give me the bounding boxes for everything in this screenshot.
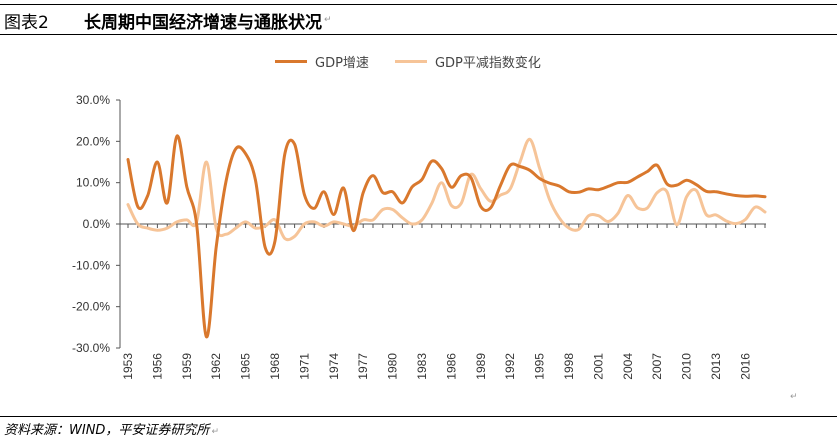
x-tick-label: 1974: [327, 353, 341, 380]
series-line-gdp-deflator: [126, 137, 767, 242]
source-note: 资料来源：WIND，平安证券研究所 ↵: [4, 419, 219, 438]
x-tick-label: 1953: [121, 353, 135, 380]
x-tick-label: 1956: [150, 353, 164, 380]
x-tick-label: 2001: [591, 353, 605, 380]
figure-title: 长周期中国经济增速与通胀状况: [84, 12, 322, 33]
x-tick-label: 1980: [386, 353, 400, 380]
return-mark-icon: ↵: [790, 392, 798, 402]
y-tick-label: 20.0%: [76, 134, 110, 148]
bottom-rule: [0, 416, 837, 417]
x-tick-label: 1959: [180, 353, 194, 380]
legend-swatch-gdp-growth: [275, 60, 307, 63]
y-tick-label: -10.0%: [72, 258, 110, 272]
x-tick-label: 1968: [268, 353, 282, 380]
legend-label-gdp-deflator: GDP平减指数变化: [434, 56, 541, 71]
x-tick-label: 1992: [503, 353, 517, 380]
x-tick-label: 1965: [239, 353, 253, 380]
x-tick-label: 1983: [415, 353, 429, 380]
x-tick-label: 1998: [562, 353, 576, 380]
x-tick-label: 2007: [650, 353, 664, 380]
series-line-gdp-growth: [126, 134, 767, 339]
chart-legend: GDP增速 GDP平减指数变化: [275, 52, 567, 71]
legend-swatch-gdp-deflator: [394, 60, 427, 63]
source-text: 资料来源：WIND，平安证券研究所: [4, 423, 210, 438]
top-rule: [0, 4, 837, 5]
x-tick-label: 1986: [444, 353, 458, 380]
x-tick-label: 1962: [209, 353, 223, 380]
y-tick-label: 10.0%: [76, 176, 110, 190]
figure-label: 图表2: [4, 12, 49, 33]
y-tick-label: 0.0%: [83, 217, 111, 231]
x-tick-label: 1995: [533, 353, 547, 380]
legend-label-gdp-growth: GDP增速: [315, 56, 369, 71]
x-tick-label: 2004: [621, 353, 635, 380]
x-tick-label: 2016: [738, 353, 752, 380]
y-tick-label: -30.0%: [72, 341, 110, 355]
x-tick-label: 1989: [474, 353, 488, 380]
y-tick-label: 30.0%: [76, 93, 110, 107]
return-mark-icon: ↵: [324, 15, 332, 25]
x-tick-label: 1977: [356, 353, 370, 380]
legend-item-gdp-growth: GDP增速: [275, 52, 369, 71]
figure-header: 图表2 长周期中国经济增速与通胀状况 ↵: [4, 8, 332, 33]
y-tick-label: -20.0%: [72, 300, 110, 314]
header-rule: [0, 34, 837, 35]
x-tick-label: 2010: [680, 353, 694, 380]
legend-item-gdp-deflator: GDP平减指数变化: [394, 52, 541, 71]
x-tick-label: 2013: [709, 353, 723, 380]
x-tick-label: 1971: [297, 353, 311, 380]
return-mark-icon: ↵: [211, 427, 219, 437]
